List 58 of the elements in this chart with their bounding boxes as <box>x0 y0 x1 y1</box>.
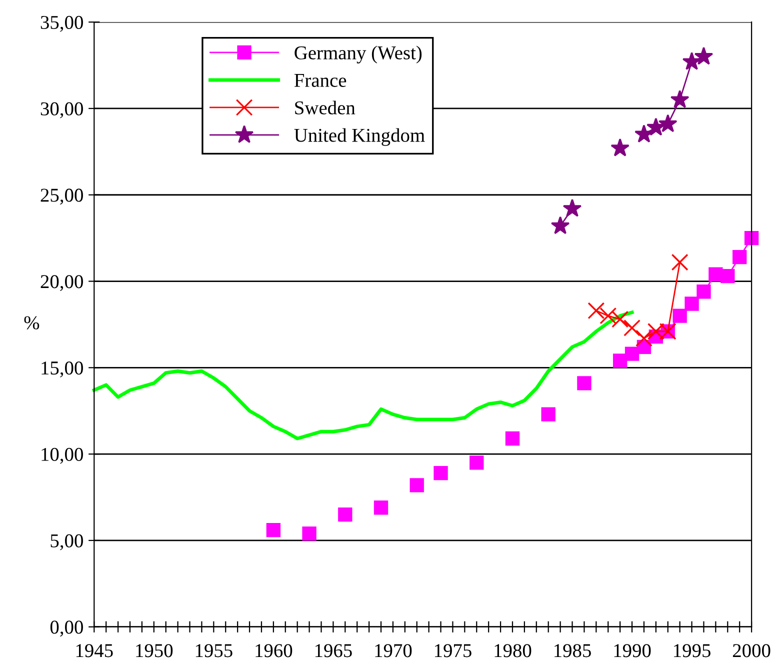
x-tick-label: 1950 <box>136 644 173 658</box>
y-tick-label: 15,00 <box>42 361 83 378</box>
point <box>744 230 759 246</box>
point <box>588 302 605 320</box>
point <box>624 346 640 361</box>
x-tick-label: 1990 <box>614 644 651 658</box>
point <box>636 330 652 347</box>
x-tick-label: 1970 <box>375 644 412 658</box>
y-axis-title: % <box>24 316 40 330</box>
x-tick-label: 1995 <box>674 644 710 658</box>
point <box>470 456 484 470</box>
point <box>541 407 556 422</box>
point <box>612 354 628 368</box>
point <box>696 284 711 299</box>
line-series <box>92 310 634 440</box>
point <box>434 466 448 480</box>
point <box>672 308 687 323</box>
point <box>505 431 520 446</box>
point <box>694 46 714 65</box>
point <box>550 216 570 234</box>
point <box>671 254 688 271</box>
y-tick-label: 30,00 <box>40 102 83 118</box>
point <box>374 500 388 515</box>
point <box>670 90 690 108</box>
x-tick-label: 1945 <box>76 644 113 658</box>
x-tick-label: 2000 <box>732 644 770 658</box>
legend-label: Germany (West) <box>294 46 422 64</box>
legend-label: Sweden <box>295 100 356 114</box>
legend-label: United Kingdom <box>294 128 425 146</box>
point <box>410 478 424 492</box>
y-tick-label: 20,00 <box>40 275 83 292</box>
legend-label: France <box>294 74 346 87</box>
y-tick-label: 0,00 <box>50 620 83 637</box>
y-tick-label: 35,00 <box>40 16 83 32</box>
point <box>682 52 702 70</box>
point <box>646 118 666 136</box>
point <box>720 269 735 284</box>
point <box>658 114 678 132</box>
point <box>732 250 747 264</box>
y-tick-label: 25,00 <box>40 188 83 205</box>
x-tick-label: 1980 <box>494 644 532 658</box>
point <box>612 310 629 328</box>
y-tick-label: 5,00 <box>50 534 83 550</box>
point <box>266 523 281 538</box>
point <box>684 296 699 311</box>
x-tick-label: 1965 <box>315 644 352 658</box>
y-tick-label: 10,00 <box>42 448 83 464</box>
x-tick-label: 1985 <box>554 644 591 658</box>
x-tick-label: 1975 <box>434 644 472 658</box>
point <box>302 526 316 541</box>
x-tick-label: 1960 <box>256 644 292 658</box>
point <box>610 138 630 156</box>
point <box>577 376 592 390</box>
point <box>562 198 582 217</box>
point <box>600 307 617 324</box>
x-tick-label: 1955 <box>196 644 232 658</box>
point <box>338 507 352 522</box>
point <box>624 319 640 336</box>
